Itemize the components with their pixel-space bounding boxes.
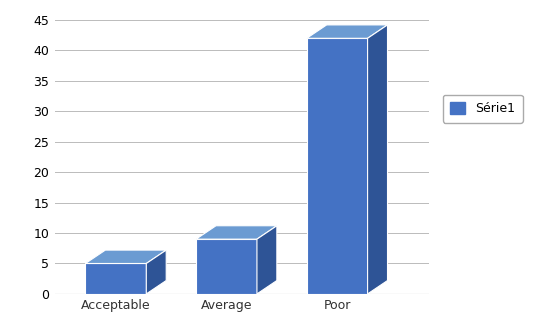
- Polygon shape: [146, 250, 166, 294]
- Polygon shape: [307, 38, 367, 294]
- Polygon shape: [85, 250, 166, 264]
- Legend: Série1: Série1: [443, 95, 522, 123]
- Polygon shape: [85, 264, 146, 294]
- Polygon shape: [307, 25, 388, 38]
- Polygon shape: [367, 25, 388, 294]
- Polygon shape: [196, 239, 257, 294]
- Polygon shape: [196, 226, 277, 239]
- Polygon shape: [257, 226, 277, 294]
